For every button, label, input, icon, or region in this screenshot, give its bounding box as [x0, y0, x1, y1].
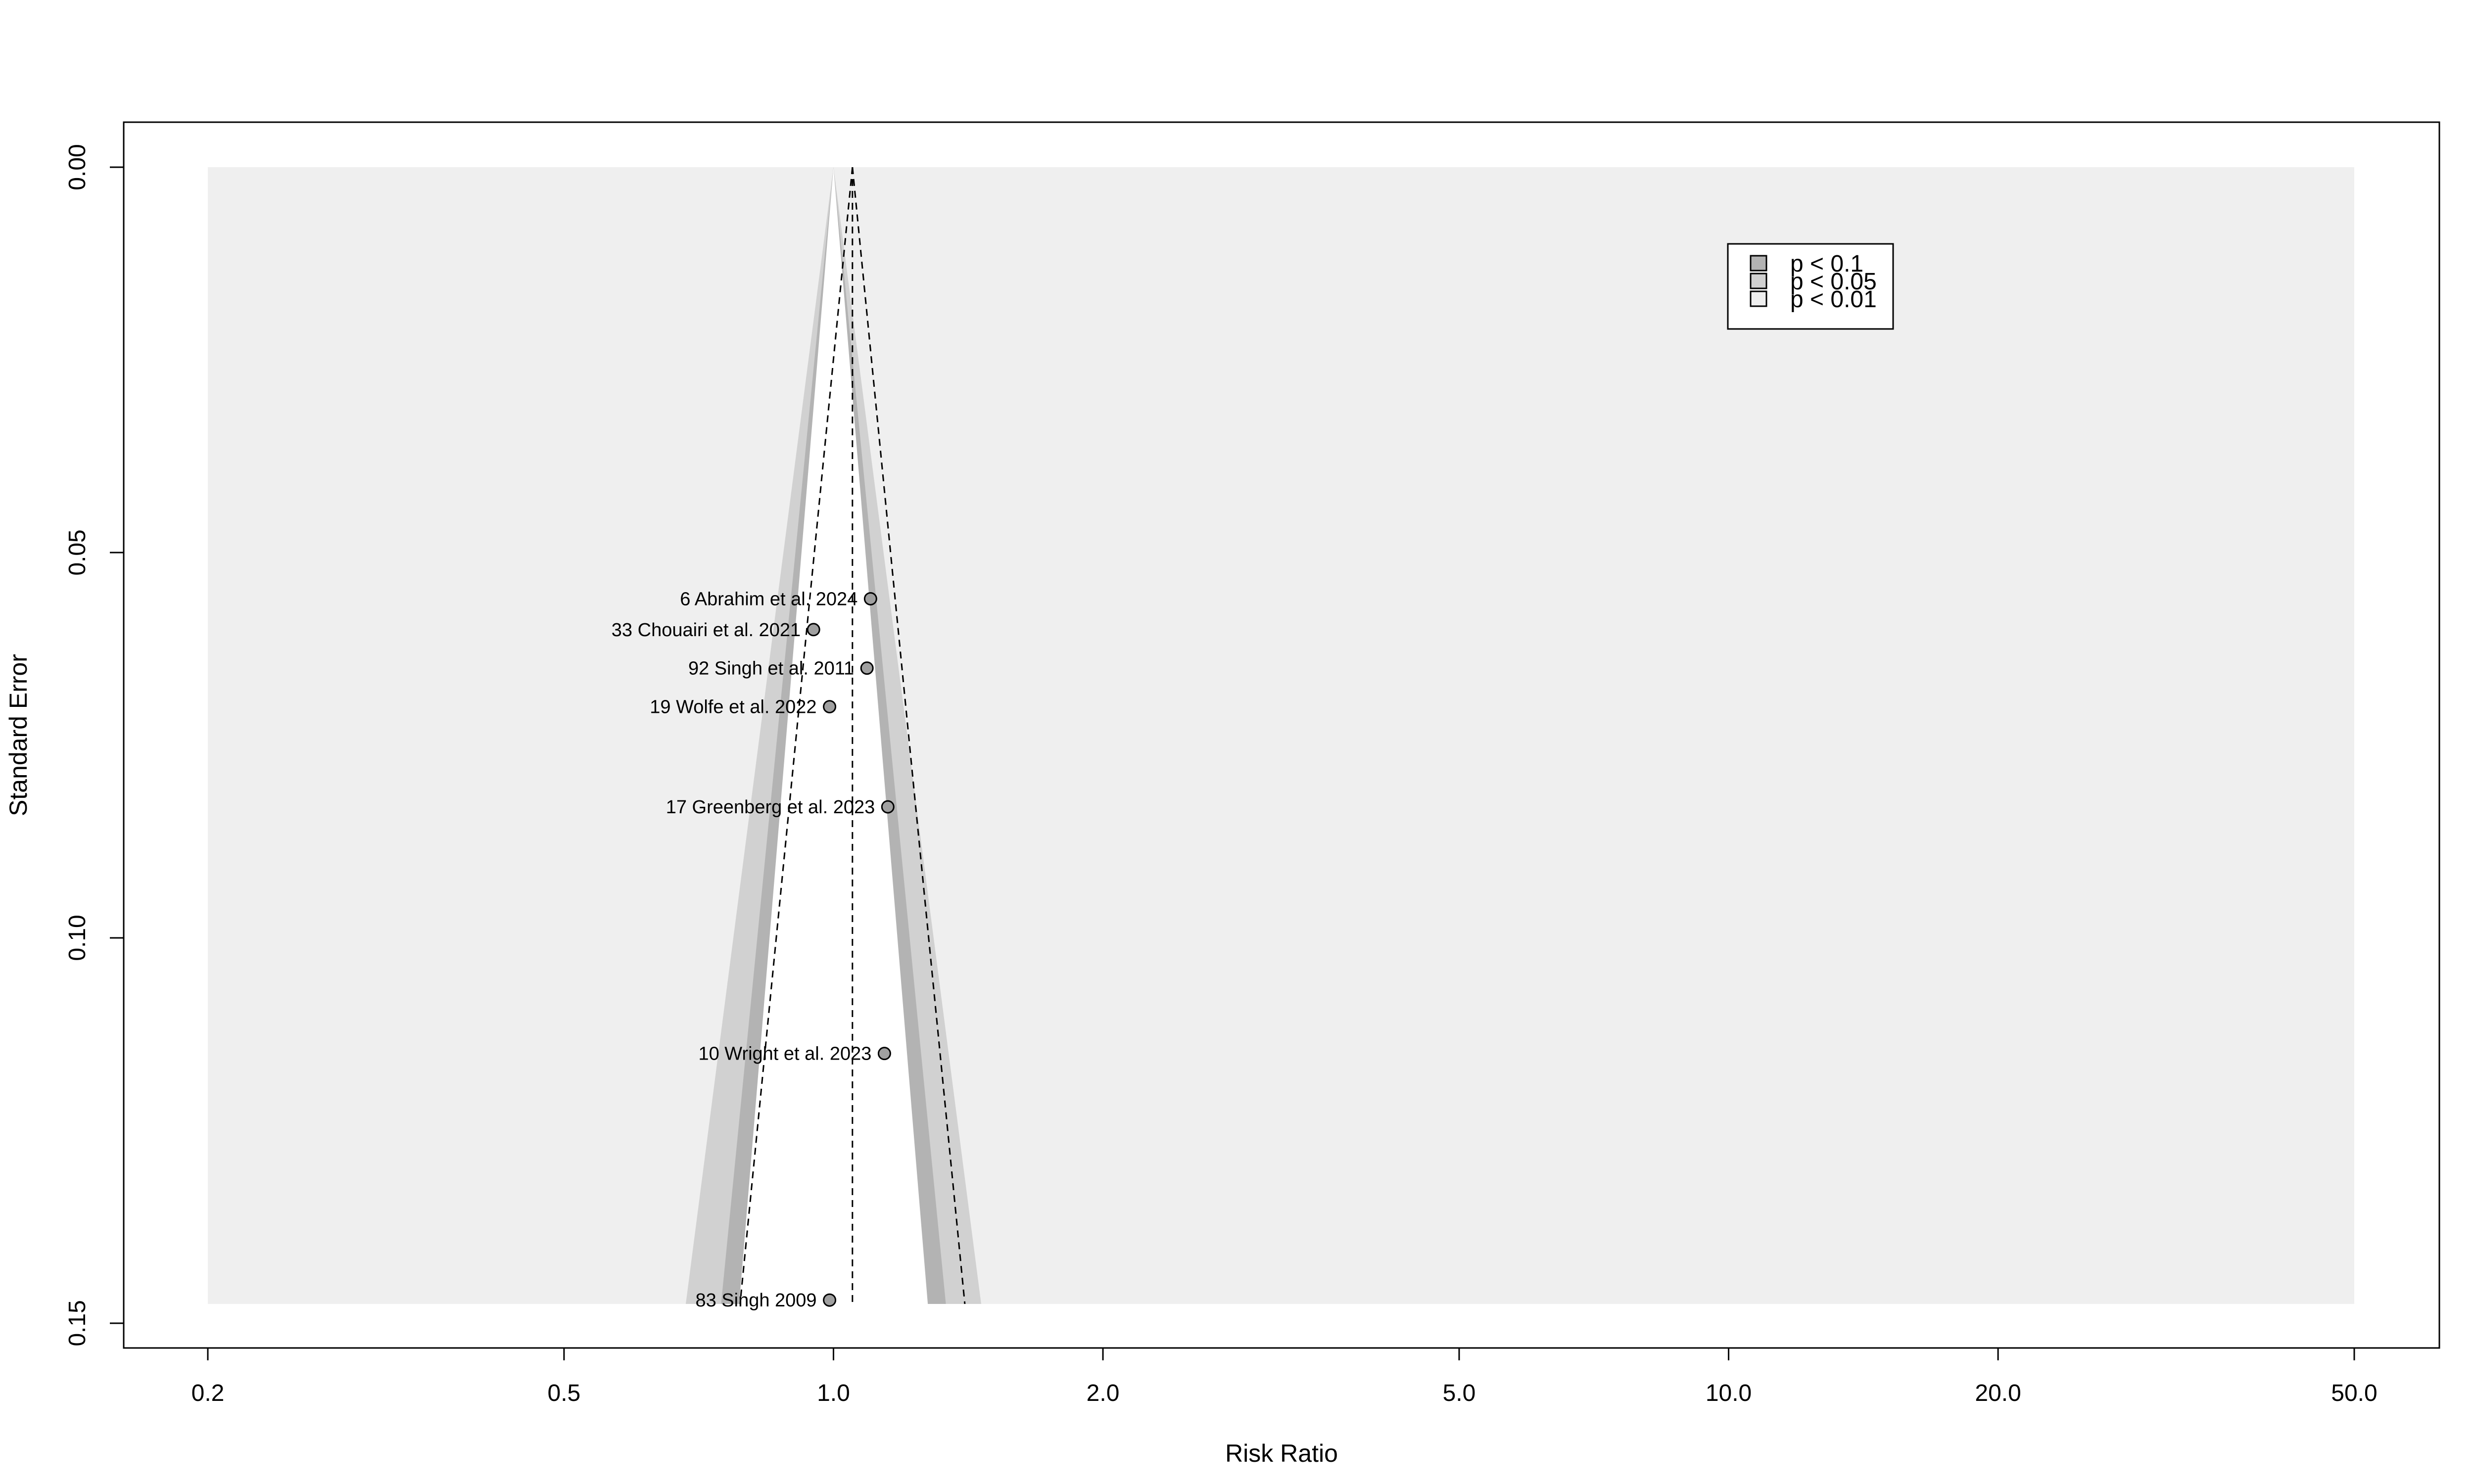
x-tick-label: 50.0 — [2331, 1380, 2377, 1406]
study-point — [823, 700, 837, 714]
y-tick-label: 0.10 — [64, 915, 91, 961]
x-tick-label: 5.0 — [1443, 1380, 1476, 1406]
x-tick-label: 10.0 — [1706, 1380, 1752, 1406]
study-label: 92 Singh et al. 2011 — [688, 658, 854, 679]
x-tick-label: 20.0 — [1975, 1380, 2021, 1406]
x-axis-title: Risk Ratio — [1225, 1439, 1338, 1467]
study-point — [877, 1047, 891, 1061]
legend-swatch — [1750, 290, 1767, 307]
study-point — [881, 800, 895, 814]
legend: p < 0.1p < 0.05p < 0.01 — [1727, 243, 1894, 330]
contour-p10-region — [739, 167, 928, 1304]
legend-label: p < 0.01 — [1790, 286, 1877, 313]
x-tick-label: 0.5 — [548, 1380, 581, 1406]
funnel-left-line — [739, 167, 854, 1304]
legend-label: p < 0.1 — [1790, 251, 1863, 277]
study-point — [807, 623, 820, 637]
contour-regions — [208, 167, 2354, 1304]
x-tick-label: 0.2 — [191, 1380, 225, 1406]
study-label: 33 Chouairi et al. 2021 — [612, 620, 801, 641]
study-label: 10 Wright et al. 2023 — [698, 1044, 871, 1065]
study-label: 83 Singh 2009 — [695, 1290, 816, 1311]
x-axis: 0.2 0.5 1.0 2.0 5.0 10.0 20.0 50.0 — [191, 1347, 2378, 1406]
study-point — [863, 592, 877, 605]
funnel-right-line — [852, 167, 966, 1304]
study-points: 6 Abrahim et al. 2024 33 Chouairi et al. … — [612, 589, 895, 1311]
study-label: 17 Greenberg et al. 2023 — [666, 797, 875, 818]
study-label: 19 Wolfe et al. 2022 — [650, 697, 816, 718]
study-point — [823, 1293, 837, 1307]
y-tick-label: 0.05 — [64, 529, 91, 575]
legend-swatch — [1750, 273, 1767, 289]
y-axis-title: Standard Error — [4, 654, 32, 816]
y-tick-label: 0.15 — [64, 1300, 91, 1346]
y-axis: 0.00 0.05 0.10 0.15 — [64, 144, 125, 1346]
background-region — [208, 167, 2354, 1304]
study-point — [860, 661, 874, 675]
reference-lines — [739, 167, 966, 1304]
study-label: 6 Abrahim et al. 2024 — [680, 589, 857, 609]
y-tick-label: 0.00 — [64, 144, 91, 190]
legend-label: p < 0.05 — [1790, 269, 1877, 295]
x-tick-label: 2.0 — [1087, 1380, 1120, 1406]
legend-swatch — [1750, 255, 1767, 272]
x-tick-label: 1.0 — [817, 1380, 850, 1406]
